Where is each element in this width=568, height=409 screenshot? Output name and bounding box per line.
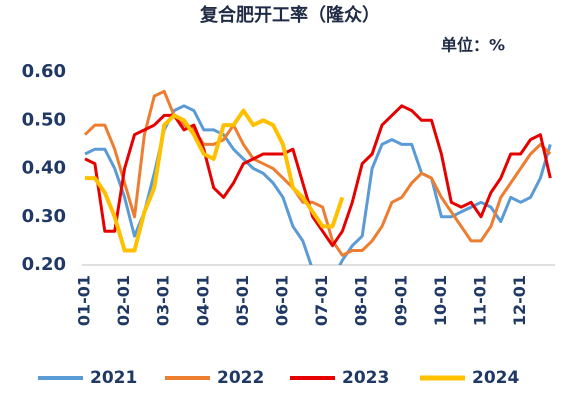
legend-label: 2023	[342, 368, 389, 388]
series-line	[84, 104, 552, 248]
x-tick-label: 07-01	[312, 275, 331, 326]
series-line	[85, 108, 345, 253]
y-tick-label: 0.30	[22, 206, 66, 227]
x-tick-label: 06-01	[273, 275, 292, 326]
x-tick-label: 04-01	[193, 275, 212, 326]
chart-title: 复合肥开工率（隆众）	[199, 4, 380, 26]
x-tick-label: 12-01	[510, 275, 529, 326]
series-line	[84, 104, 552, 265]
x-tick-label: 10-01	[431, 275, 450, 326]
legend-label: 2024	[472, 368, 519, 388]
x-tick-label: 03-01	[154, 275, 173, 326]
x-tick-label: 11-01	[471, 275, 490, 326]
y-tick-label: 0.50	[22, 109, 66, 130]
legend-label: 2021	[90, 368, 137, 388]
x-tick-label: 05-01	[233, 275, 252, 326]
legend-label: 2022	[217, 368, 264, 388]
x-tick-label: 08-01	[352, 275, 371, 326]
y-tick-label: 0.60	[22, 61, 66, 82]
plot-area	[83, 89, 552, 265]
x-tick-label: 02-01	[114, 275, 133, 326]
x-tick-label: 09-01	[391, 275, 410, 326]
y-tick-label: 0.20	[22, 254, 66, 275]
unit-label: 单位：%	[441, 36, 505, 55]
x-tick-label: 01-01	[75, 275, 94, 326]
y-tick-label: 0.40	[22, 158, 66, 179]
series-line	[83, 89, 552, 257]
